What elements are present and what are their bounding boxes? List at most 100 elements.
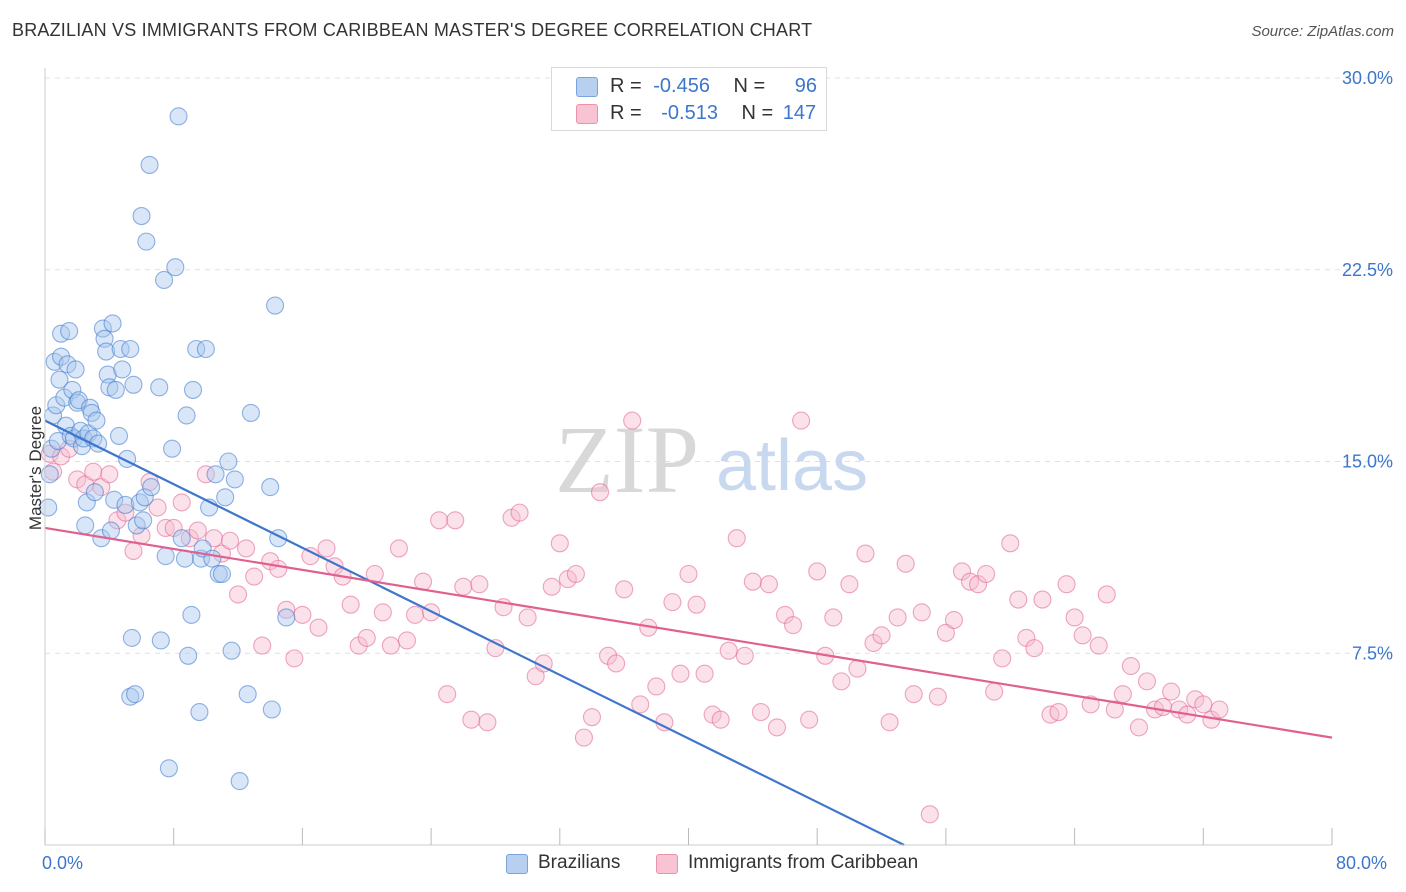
data-point <box>977 564 996 584</box>
data-point <box>719 641 738 660</box>
data-point <box>212 564 232 584</box>
data-point <box>111 339 130 359</box>
data-point <box>615 580 634 599</box>
data-point <box>196 339 215 359</box>
y-tick-label: 30.0% <box>1342 68 1393 88</box>
data-point <box>151 631 170 650</box>
data-point <box>188 521 207 540</box>
data-point <box>87 411 106 430</box>
data-point <box>40 465 59 484</box>
chart-title: BRAZILIAN VS IMMIGRANTS FROM CARIBBEAN M… <box>12 20 813 40</box>
data-point <box>896 554 915 573</box>
data-point <box>116 503 135 522</box>
legend-item-brazilians[interactable]: Brazilians <box>506 852 620 874</box>
data-point <box>277 600 296 619</box>
data-point <box>607 654 626 673</box>
data-point <box>985 682 1004 701</box>
legend-item-caribbean[interactable]: Immigrants from Caribbean <box>656 852 918 874</box>
data-point <box>150 378 169 397</box>
legend-r-value: -0.513 <box>661 102 718 124</box>
data-point <box>381 636 400 655</box>
legend-n-value: 147 <box>782 102 817 124</box>
data-point <box>219 452 238 471</box>
data-point <box>229 585 248 604</box>
data-point <box>203 549 222 568</box>
data-point <box>800 710 819 729</box>
y-tick-labels: 7.5% 15.0% 22.5% 30.0% <box>1342 68 1393 663</box>
data-point <box>183 380 203 399</box>
legend-label-caribbean: Immigrants from Caribbean <box>688 852 919 873</box>
data-point <box>751 703 770 722</box>
data-point <box>373 603 392 622</box>
data-point <box>1001 534 1020 553</box>
data-point <box>647 677 666 696</box>
source-credit: Source: ZipAtlas.com <box>1251 23 1394 40</box>
data-point <box>262 700 281 719</box>
data-point <box>137 232 156 251</box>
data-point <box>590 483 610 502</box>
data-point <box>238 685 257 704</box>
data-point <box>182 605 201 624</box>
data-point <box>1057 575 1076 594</box>
data-point <box>735 646 754 665</box>
data-point <box>122 628 141 647</box>
data-point <box>623 411 642 430</box>
data-point <box>478 713 497 732</box>
data-point <box>1129 718 1148 737</box>
data-point <box>225 470 244 489</box>
data-point <box>187 339 206 359</box>
legend-r-label: R = <box>610 102 642 124</box>
data-point <box>566 564 585 584</box>
data-point <box>792 411 811 430</box>
data-point <box>727 529 746 548</box>
data-point <box>130 493 149 512</box>
data-point <box>1081 695 1100 714</box>
trend-lines <box>44 419 1333 846</box>
data-point <box>66 360 85 379</box>
x-min-label: 0.0% <box>42 853 84 873</box>
legend-row-brazilians: R = -0.456 N = 96 <box>610 72 817 100</box>
data-point <box>172 529 191 548</box>
legend-swatch-brazilians <box>506 854 528 874</box>
legend-swatch-brazilians <box>576 77 598 97</box>
data-point <box>446 511 465 530</box>
data-point <box>1089 636 1108 655</box>
data-point <box>97 342 116 361</box>
data-point <box>1049 703 1068 722</box>
data-point <box>134 511 153 530</box>
legend-label-brazilians: Brazilians <box>538 852 621 873</box>
data-point <box>154 270 174 290</box>
data-point <box>454 577 473 596</box>
data-point <box>679 564 698 584</box>
data-point <box>100 465 119 484</box>
data-point <box>1073 626 1092 645</box>
data-point <box>1033 590 1052 609</box>
data-point <box>920 805 939 824</box>
data-point <box>1065 608 1084 627</box>
data-point <box>687 595 706 614</box>
data-point <box>85 483 104 502</box>
data-point <box>944 610 963 630</box>
data-point <box>124 541 143 561</box>
data-point <box>1009 590 1028 609</box>
data-point <box>169 107 188 126</box>
data-point <box>206 465 225 484</box>
data-point <box>124 375 143 394</box>
legend-swatch-caribbean <box>656 854 678 874</box>
y-tick-label: 7.5% <box>1352 643 1393 663</box>
data-point <box>309 618 328 637</box>
data-point <box>261 478 280 497</box>
watermark-atlas: atlas <box>716 426 868 506</box>
data-point <box>1210 700 1229 719</box>
data-point <box>759 575 778 594</box>
data-point <box>1121 656 1140 676</box>
series-brazilians-points <box>39 107 296 791</box>
data-point <box>912 603 931 622</box>
data-point <box>293 605 312 624</box>
data-point <box>103 314 122 333</box>
data-point <box>222 641 241 660</box>
data-point <box>711 710 730 729</box>
data-point <box>190 703 209 722</box>
data-point <box>148 498 167 517</box>
data-point <box>39 498 58 517</box>
